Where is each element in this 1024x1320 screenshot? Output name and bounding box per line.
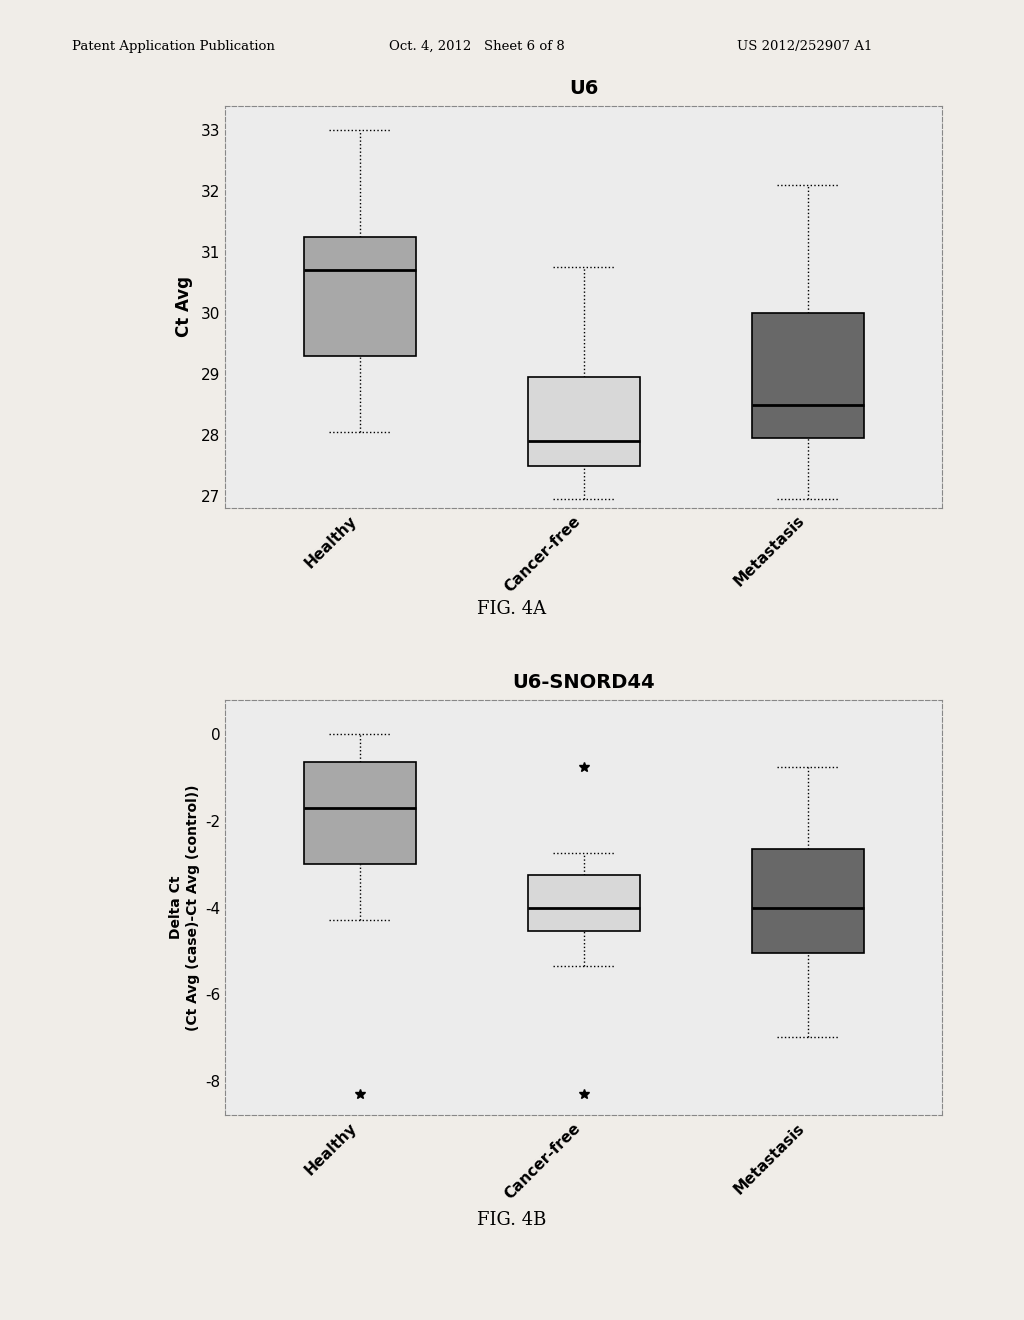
Bar — [304, 763, 416, 865]
Text: Patent Application Publication: Patent Application Publication — [72, 40, 274, 53]
Text: FIG. 4A: FIG. 4A — [477, 599, 547, 618]
Y-axis label: Ct Avg: Ct Avg — [174, 276, 193, 338]
Bar — [304, 236, 416, 355]
Text: Oct. 4, 2012   Sheet 6 of 8: Oct. 4, 2012 Sheet 6 of 8 — [389, 40, 565, 53]
Title: U6: U6 — [569, 79, 598, 99]
Text: FIG. 4B: FIG. 4B — [477, 1210, 547, 1229]
Bar — [752, 849, 863, 953]
Title: U6-SNORD44: U6-SNORD44 — [512, 673, 655, 693]
Text: US 2012/252907 A1: US 2012/252907 A1 — [737, 40, 872, 53]
Bar — [527, 875, 640, 932]
Bar — [527, 378, 640, 466]
Bar — [752, 313, 863, 438]
Y-axis label: Delta Ct
(Ct Avg (case)-Ct Avg (control)): Delta Ct (Ct Avg (case)-Ct Avg (control)… — [169, 784, 200, 1031]
